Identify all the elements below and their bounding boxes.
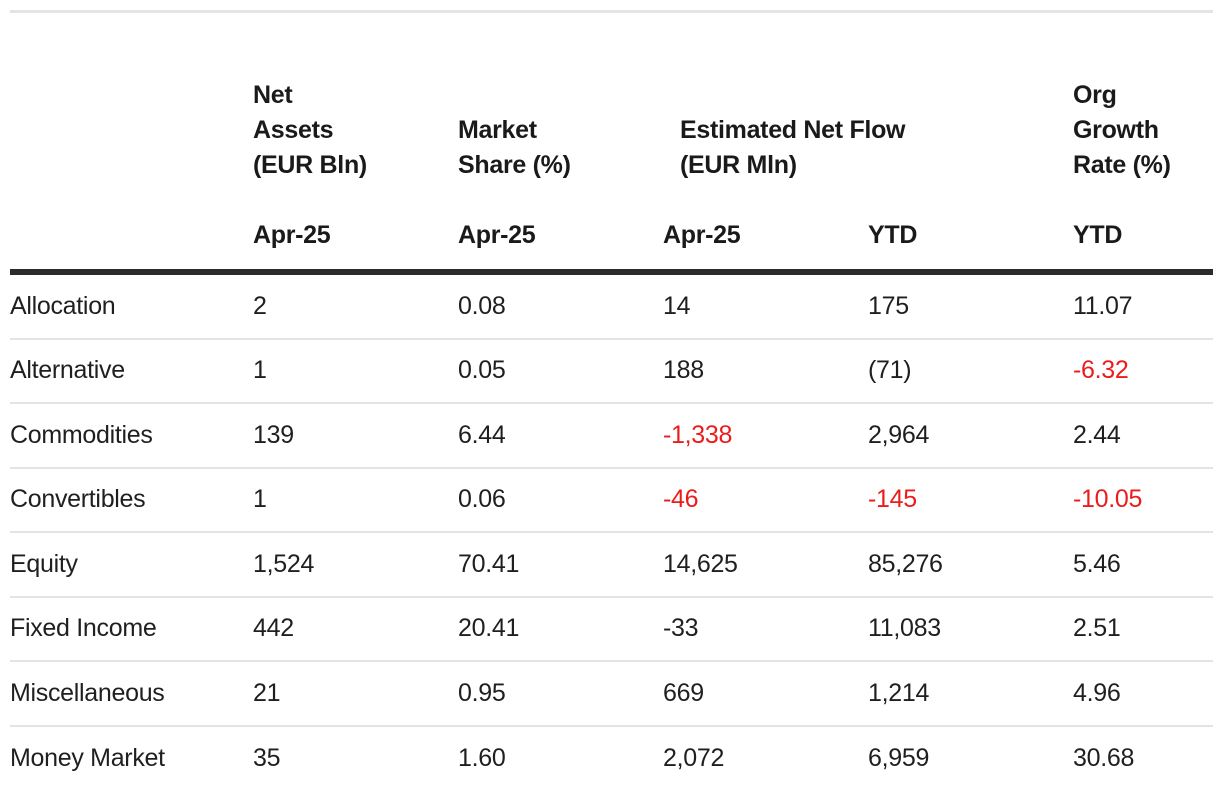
header-line: Share (%) <box>458 151 571 179</box>
cell: 30.68 <box>1073 744 1135 773</box>
cell: -46 <box>663 485 699 514</box>
row-label: Equity <box>10 549 78 578</box>
cell: 2 <box>253 291 267 320</box>
row-label: Convertibles <box>10 485 146 514</box>
net-assets-header: Net Assets (EUR Bln) <box>253 78 458 183</box>
cell: 188 <box>663 356 704 385</box>
subheader-net-flow-ytd-period: YTD <box>868 221 918 249</box>
period-subheader-row: Apr-25 Apr-25 Apr-25 YTD YTD <box>10 220 1213 250</box>
subheader-org-growth-period: YTD <box>1073 221 1123 249</box>
cell: 0.05 <box>458 356 506 385</box>
cell: 2.44 <box>1073 420 1121 449</box>
cell: 6,959 <box>868 744 930 773</box>
table-row-allocation: Allocation 2 0.08 14 175 11.07 <box>10 275 1213 340</box>
header-line: (EUR Mln) <box>680 151 797 179</box>
cell: 5.46 <box>1073 549 1121 578</box>
cell: -10.05 <box>1073 485 1143 514</box>
table-row-money-market: Money Market 35 1.60 2,072 6,959 30.68 <box>10 727 1213 792</box>
row-label: Fixed Income <box>10 614 157 643</box>
cell: 442 <box>253 614 294 643</box>
cell: 6.44 <box>458 420 506 449</box>
table-row-fixed-income: Fixed Income 442 20.41 -33 11,083 2.51 <box>10 598 1213 662</box>
cell: 175 <box>868 291 909 320</box>
header-line: Rate (%) <box>1073 151 1171 179</box>
cell: 2.51 <box>1073 614 1121 643</box>
row-label: Miscellaneous <box>10 678 165 707</box>
column-group-header-row: Net Assets (EUR Bln) Market Share (%) Es… <box>10 78 1213 183</box>
estimated-net-flow-header: Estimated Net Flow (EUR Mln) <box>663 113 1073 183</box>
header-line: (EUR Bln) <box>253 151 367 179</box>
cell: 85,276 <box>868 549 943 578</box>
top-divider <box>10 10 1213 13</box>
spacer <box>10 220 253 250</box>
cell: 21 <box>253 678 281 707</box>
subheader-market-share-period: Apr-25 <box>458 221 536 249</box>
header-line: Estimated Net Flow <box>680 116 906 144</box>
cell: 14 <box>663 291 691 320</box>
row-label: Commodities <box>10 420 153 449</box>
table-row-miscellaneous: Miscellaneous 21 0.95 669 1,214 4.96 <box>10 662 1213 727</box>
cell: 669 <box>663 678 704 707</box>
cell: -6.32 <box>1073 356 1129 385</box>
cell: 11.07 <box>1073 291 1133 320</box>
cell: 1.60 <box>458 744 506 773</box>
cell: -145 <box>868 485 917 514</box>
cell: (71) <box>868 356 912 385</box>
market-share-header: Market Share (%) <box>458 113 663 183</box>
row-label: Allocation <box>10 291 116 320</box>
header-line: Assets <box>253 116 334 144</box>
header-line: Market <box>458 116 537 144</box>
table-row-alternative: Alternative 1 0.05 188 (71) -6.32 <box>10 340 1213 404</box>
header-line: Org <box>1073 81 1117 109</box>
org-growth-rate-header: Org Growth Rate (%) <box>1073 78 1213 183</box>
header-line: Net <box>253 81 293 109</box>
cell: 1 <box>253 356 267 385</box>
header-divider <box>10 269 1213 275</box>
row-label: Money Market <box>10 744 165 773</box>
cell: 70.41 <box>458 549 520 578</box>
cell: 1,524 <box>253 549 315 578</box>
cell: 1,214 <box>868 678 930 707</box>
cell: 2,072 <box>663 744 725 773</box>
cell: 2,964 <box>868 420 930 449</box>
table-row-equity: Equity 1,524 70.41 14,625 85,276 5.46 <box>10 533 1213 598</box>
cell: 0.06 <box>458 485 506 514</box>
cell: 35 <box>253 744 281 773</box>
cell: -1,338 <box>663 420 733 449</box>
subheader-net-assets-period: Apr-25 <box>253 221 331 249</box>
cell: 1 <box>253 485 267 514</box>
header-line: Growth <box>1073 116 1159 144</box>
cell: 4.96 <box>1073 678 1121 707</box>
cell: 14,625 <box>663 549 738 578</box>
table-row-commodities: Commodities 139 6.44 -1,338 2,964 2.44 <box>10 404 1213 469</box>
row-label: Alternative <box>10 356 125 385</box>
cell: 20.41 <box>458 614 520 643</box>
cell: 139 <box>253 420 294 449</box>
table-row-convertibles: Convertibles 1 0.06 -46 -145 -10.05 <box>10 469 1213 533</box>
cell: -33 <box>663 614 699 643</box>
cell: 11,083 <box>868 614 941 643</box>
cell: 0.95 <box>458 678 506 707</box>
cell: 0.08 <box>458 291 506 320</box>
subheader-net-flow-month-period: Apr-25 <box>663 221 741 249</box>
